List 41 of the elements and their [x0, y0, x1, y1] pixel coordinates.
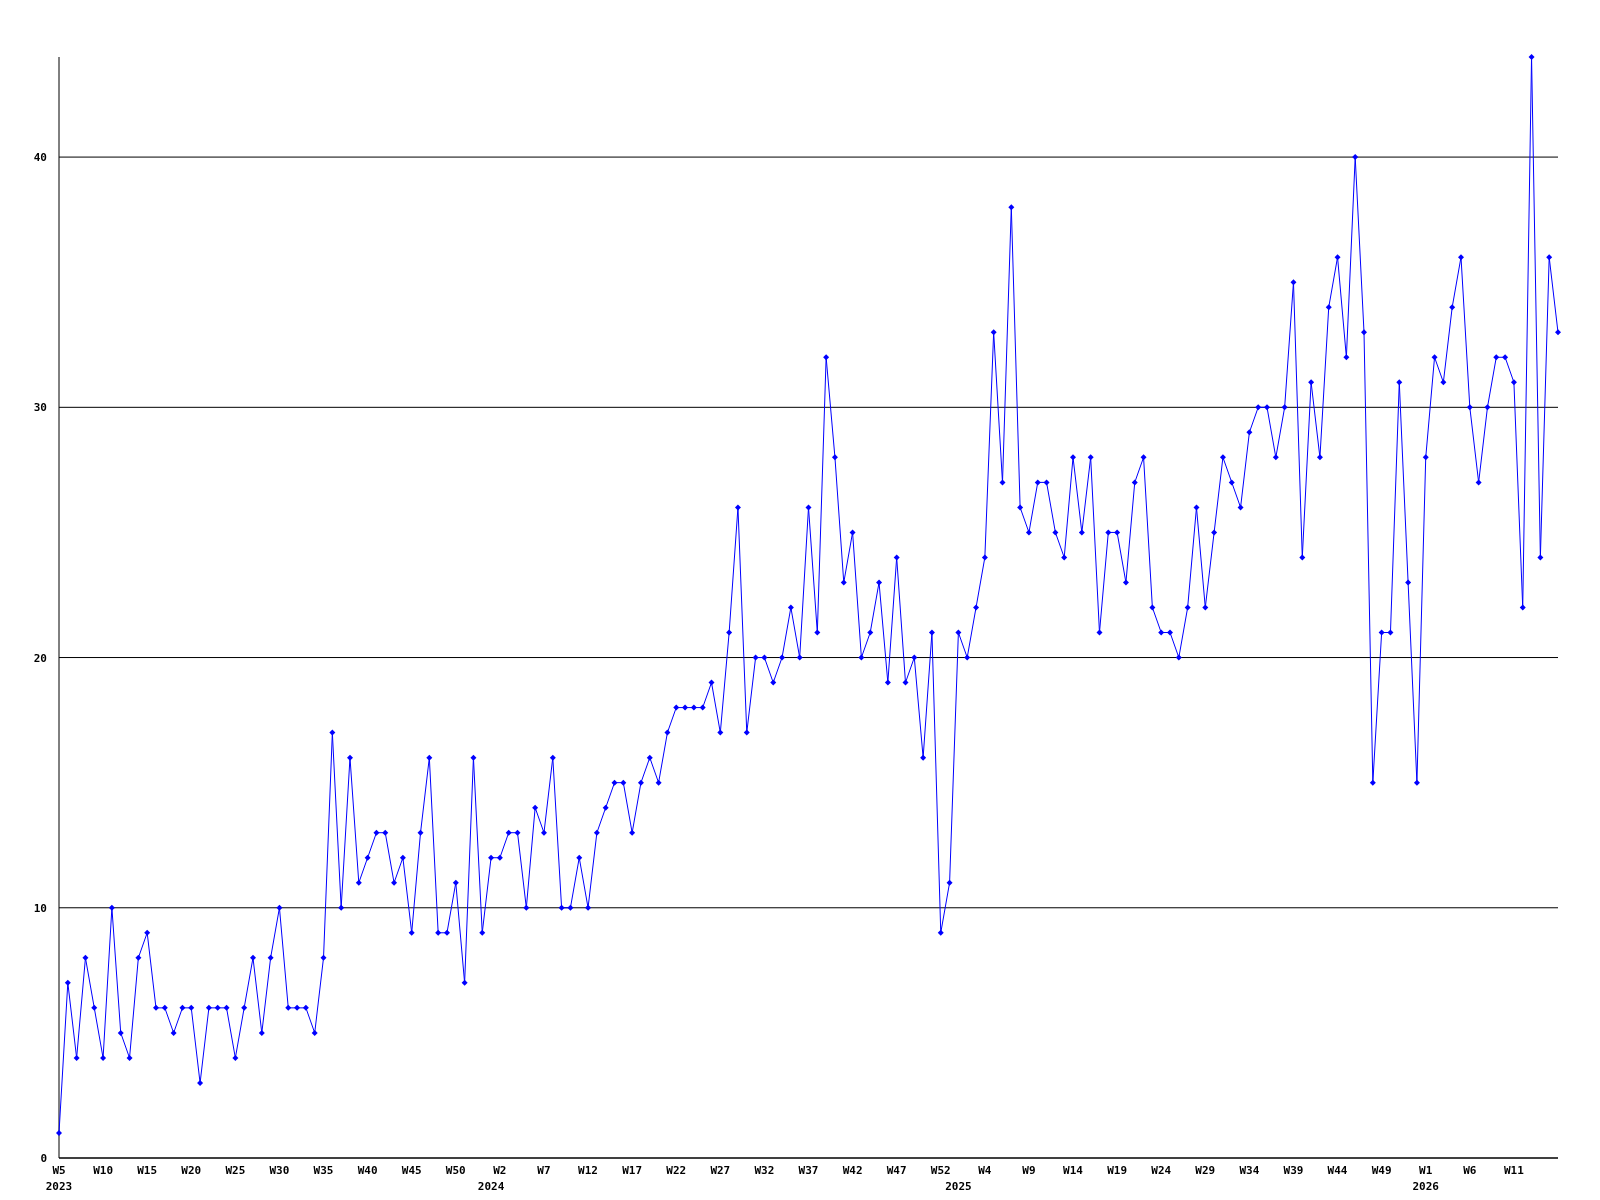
x-tick-label: W34: [1239, 1164, 1260, 1177]
x-tick-label: W15: [137, 1164, 158, 1177]
x-tick-label: W17: [622, 1164, 643, 1177]
x-tick-label: W42: [842, 1164, 863, 1177]
y-tick-label: 40: [33, 151, 47, 165]
x-tick-label: W47: [886, 1164, 907, 1177]
x-tick-label: W11: [1503, 1164, 1525, 1177]
y-tick-label: 10: [33, 901, 47, 915]
x-tick-label: W24: [1151, 1164, 1172, 1177]
x-tick-label: W29: [1195, 1164, 1216, 1177]
x-tick-label: W19: [1107, 1164, 1128, 1177]
x-tick-label: W25: [225, 1164, 246, 1177]
x-tick-label: W12: [578, 1164, 598, 1177]
x-tick-label: W44: [1327, 1164, 1348, 1177]
x-tick-label: W9: [1022, 1164, 1036, 1177]
x-tick-label: W49: [1371, 1164, 1392, 1177]
x-tick-label: W50: [445, 1164, 466, 1177]
x-tick-label: W35: [313, 1164, 334, 1177]
y-tick-label: 20: [33, 651, 47, 665]
x-tick-label: W10: [93, 1164, 114, 1177]
x-tick-label: W30: [269, 1164, 290, 1177]
x-tick-label: W22: [666, 1164, 687, 1177]
x-tick-label: W1 2026: [1412, 1164, 1440, 1193]
x-tick-label: W52: [930, 1164, 951, 1177]
x-tick-label: 2024: [477, 1180, 505, 1193]
y-tick-label: 30: [33, 401, 47, 415]
x-tick-label: 2025: [945, 1180, 972, 1193]
x-tick-label: W45: [401, 1164, 422, 1177]
x-tick-label: W7: [537, 1164, 551, 1177]
x-tick-label: W5 2023: [45, 1164, 73, 1193]
x-tick-label: W39: [1283, 1164, 1304, 1177]
x-tick-label: W4: [978, 1164, 992, 1177]
x-tick-label: W6: [1463, 1164, 1477, 1177]
y-tick-label: 0: [40, 1152, 47, 1165]
x-tick-label: W37: [798, 1164, 819, 1177]
x-tick-label: W14: [1063, 1164, 1084, 1177]
x-tick-label: W32: [754, 1164, 775, 1177]
x-tick-label: W2: [493, 1164, 507, 1177]
x-tick-label: W20: [181, 1164, 202, 1177]
x-tick-label: W40: [357, 1164, 378, 1177]
x-tick-label: W27: [710, 1164, 731, 1177]
